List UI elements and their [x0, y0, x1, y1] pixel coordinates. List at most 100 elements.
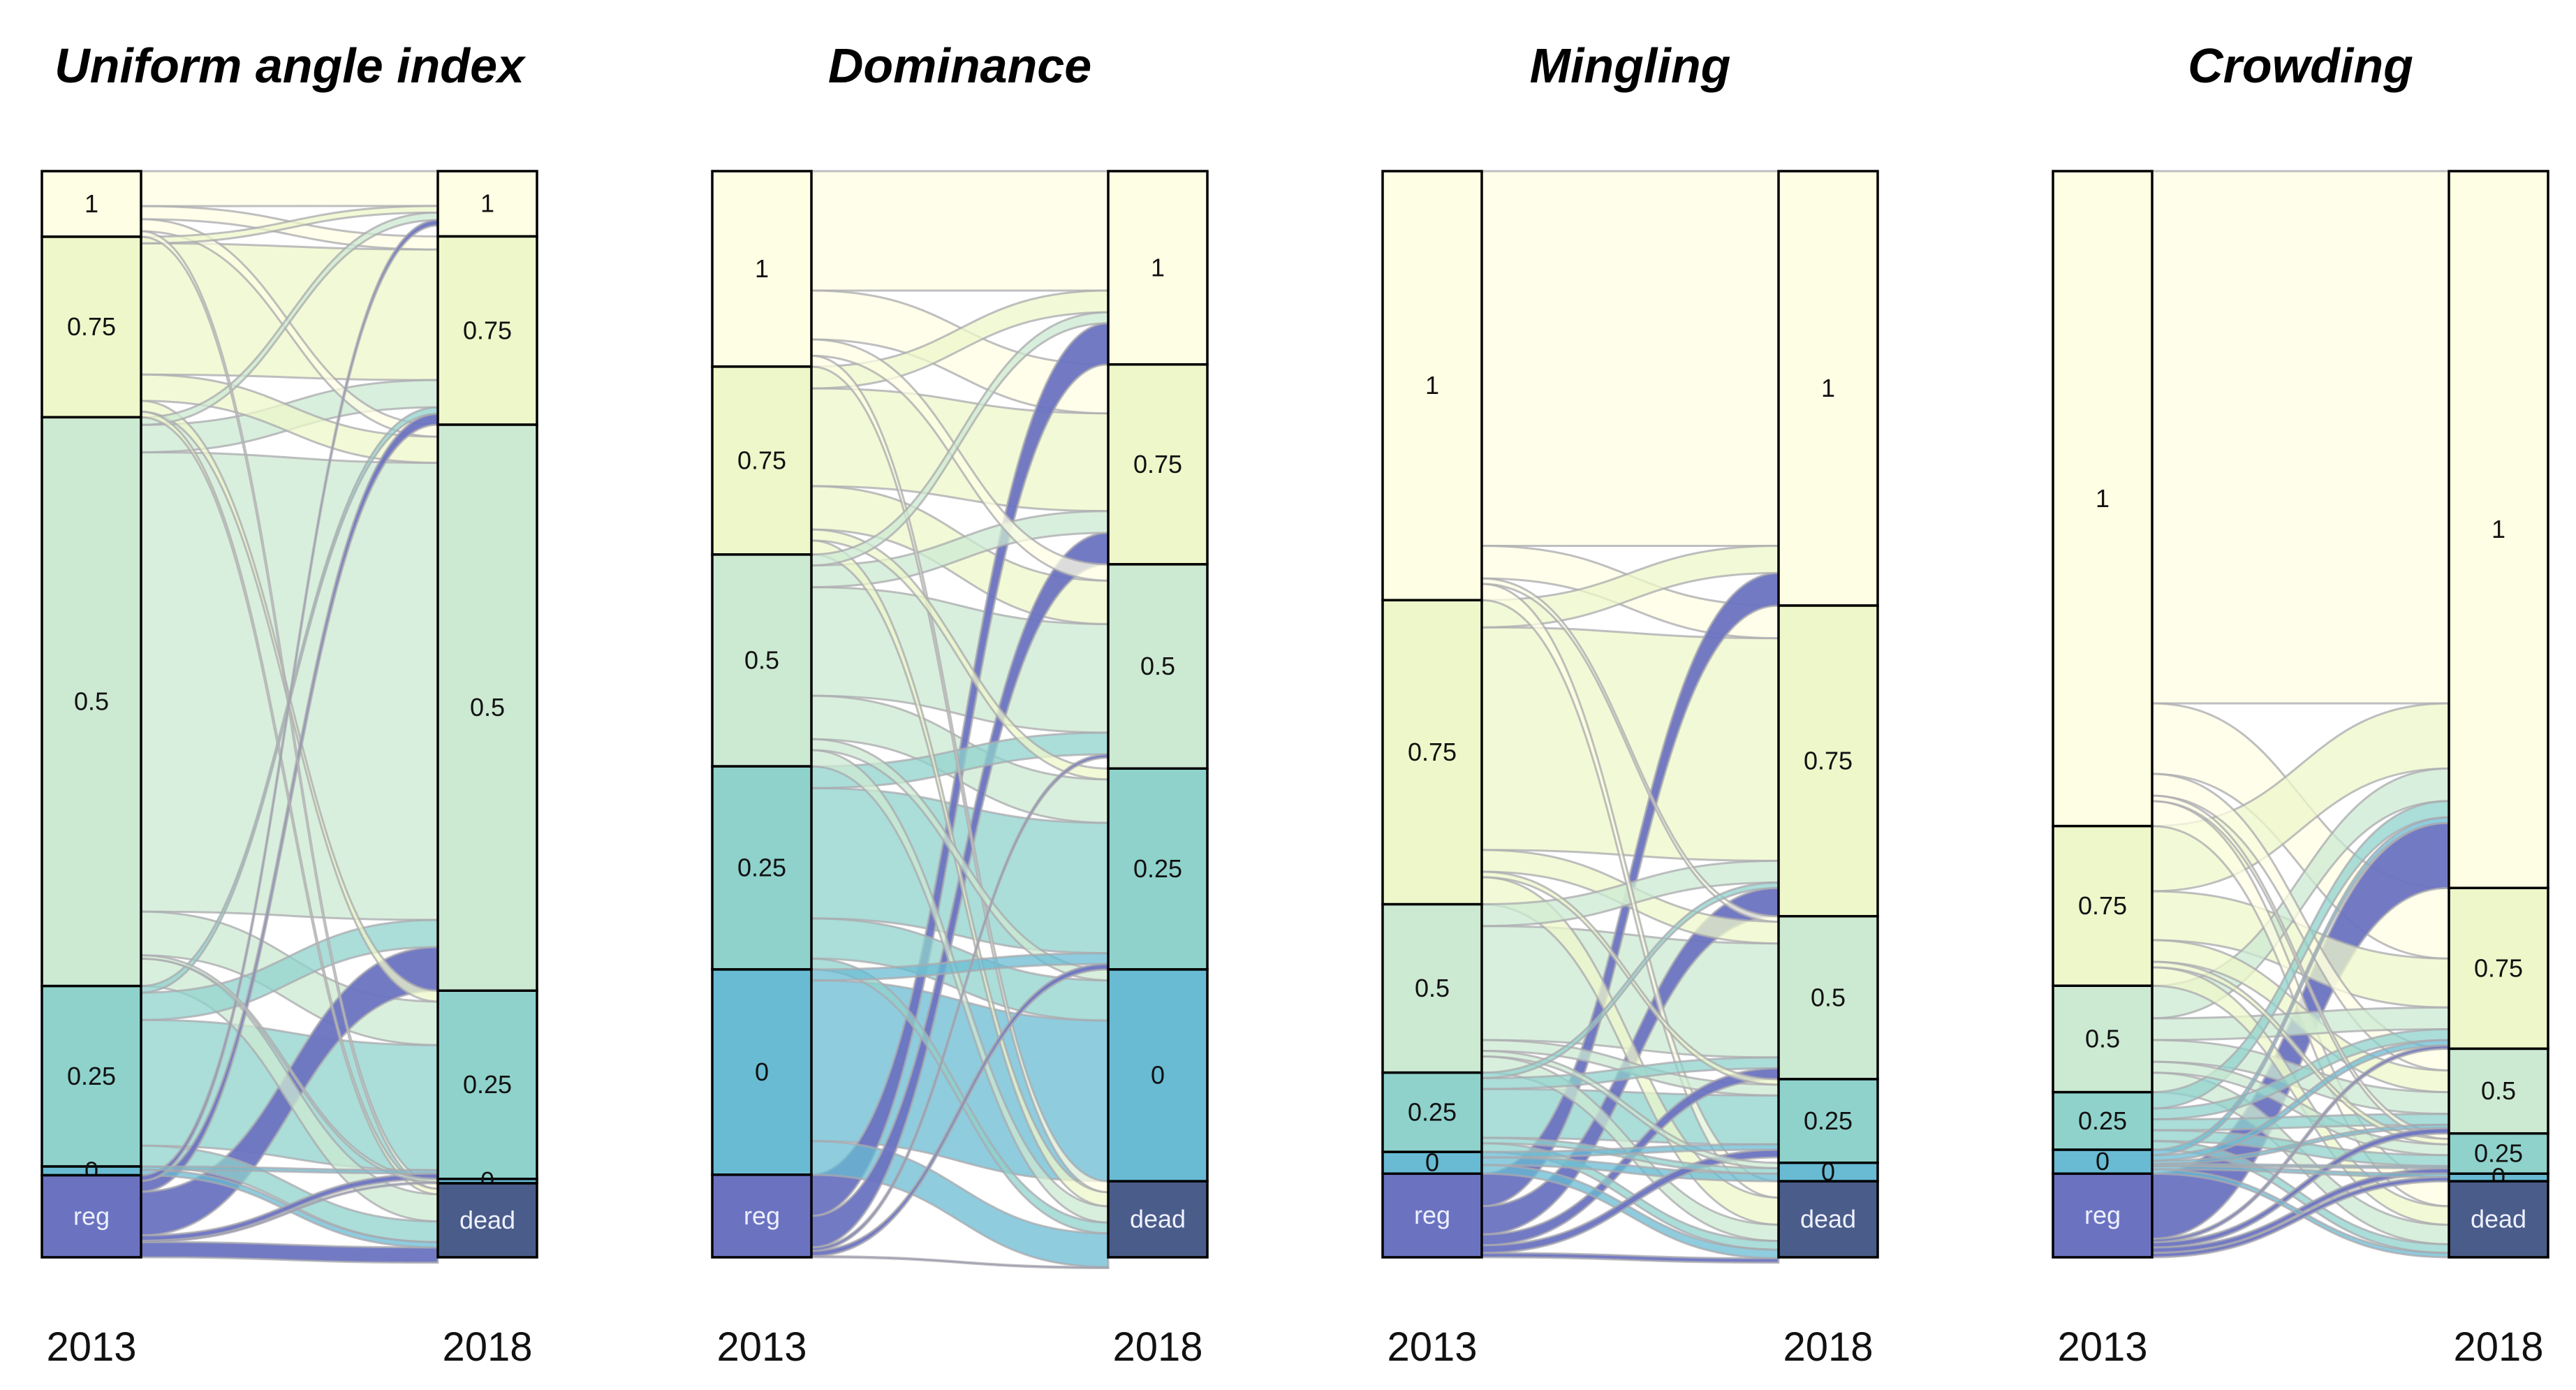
- left-node-label-0-25: 0.25: [67, 1062, 116, 1090]
- right-node-1: [2448, 170, 2549, 890]
- right-node-label-0-5: 0.5: [1140, 652, 1175, 680]
- left-node-label-reg: reg: [73, 1201, 110, 1230]
- right-node-0-5: [1107, 563, 1209, 770]
- right-bar: 1 0.75 0.5 0.25 0 dead: [1107, 170, 1209, 1259]
- year-label-left: 2013: [46, 1324, 136, 1370]
- right-node-0-75: [436, 235, 538, 426]
- right-node-label-1: 1: [2492, 515, 2505, 543]
- left-node-label-0-75: 0.75: [737, 446, 786, 474]
- left-node-label-1: 1: [84, 189, 98, 218]
- flows: [810, 170, 1110, 1270]
- flow-1-to-1: [140, 170, 439, 207]
- left-node-label-1: 1: [755, 254, 769, 283]
- left-node-label-reg: reg: [2084, 1201, 2121, 1229]
- left-node-0-5: [2052, 984, 2154, 1094]
- right-node-label-dead: dead: [2471, 1205, 2526, 1234]
- flows: [1480, 170, 1780, 1264]
- left-node-reg: [2052, 1172, 2154, 1259]
- right-node-label-dead: dead: [1130, 1205, 1186, 1234]
- left-node-0-25: [711, 765, 813, 971]
- right-node-0-25: [1107, 767, 1209, 971]
- right-node-label-1: 1: [480, 189, 494, 218]
- right-bar: 1 0.75 0.5 0.25 0 dead: [1777, 170, 1879, 1259]
- right-node-label-1: 1: [1151, 253, 1165, 281]
- chart-title: Dominance: [828, 38, 1091, 93]
- left-node-0: [1381, 1150, 1483, 1176]
- year-label-right: 2018: [1112, 1324, 1202, 1370]
- year-label-right: 2018: [1783, 1324, 1873, 1370]
- flow-0-75-to-0-75: [1480, 626, 1780, 862]
- right-node-label-0-75: 0.75: [1804, 746, 1853, 775]
- panel-uniform-angle-index: 10.750.50.250reg10.750.50.250deadUniform…: [41, 38, 538, 1370]
- flow-reg-to-dead: [140, 1241, 439, 1264]
- right-node-label-0-75: 0.75: [1133, 450, 1182, 478]
- right-node-dead: [1107, 1180, 1209, 1259]
- left-node-0-5: [711, 553, 813, 768]
- year-label-left: 2013: [716, 1324, 807, 1370]
- right-node-dead: [436, 1182, 538, 1259]
- left-node-0-75: [41, 235, 142, 419]
- left-node-label-0-75: 0.75: [67, 312, 116, 341]
- panel-mingling: 1 0.75 0.5 0.25 0 reg 1 0.75 0.5 0.25 0 dead Minglin…: [1381, 38, 1879, 1370]
- left-node-reg: [711, 1173, 813, 1259]
- right-node-label-0-5: 0.5: [1811, 983, 1846, 1011]
- right-node-label-1: 1: [1821, 374, 1835, 402]
- left-node-0-75: [1381, 599, 1483, 906]
- right-node-0-75: [1107, 363, 1209, 566]
- left-node-label-reg: reg: [1414, 1201, 1450, 1229]
- right-node-label-0-25: 0.25: [1804, 1106, 1853, 1135]
- left-node-label-1: 1: [1425, 371, 1439, 400]
- right-node-0-75: [2448, 886, 2549, 1051]
- left-node-label-0-75: 0.75: [1408, 738, 1457, 766]
- flow-1-to-1: [2151, 170, 2450, 705]
- right-node-0-25: [1777, 1078, 1879, 1164]
- left-node-label-0: 0: [1425, 1148, 1439, 1177]
- right-node-0-5: [436, 423, 538, 993]
- flow-1-to-1: [810, 170, 1110, 292]
- left-node-0-5: [41, 416, 142, 988]
- left-node-label-0-75: 0.75: [2078, 891, 2127, 920]
- left-node-label-0-5: 0.5: [1415, 974, 1450, 1002]
- right-node-1: [1107, 170, 1209, 366]
- right-node-0-5: [1777, 914, 1879, 1081]
- right-node-label-0-25: 0.25: [463, 1070, 512, 1099]
- flow-1-to-1: [1480, 170, 1780, 547]
- left-node-label-0-25: 0.25: [737, 854, 786, 882]
- right-node-1: [436, 170, 538, 238]
- flow-0-5-to-0-5: [140, 451, 439, 921]
- panel-dominance: 1 0.75 0.5 0.25 0 reg 1 0.75 0.5 0.25 0 dead Dominan…: [711, 38, 1209, 1370]
- right-node-label-0-5: 0.5: [2481, 1076, 2516, 1105]
- left-node-label-0-25: 0.25: [2078, 1106, 2127, 1135]
- right-node-dead: [1777, 1180, 1879, 1259]
- flow-reg-to-dead: [810, 1254, 1110, 1270]
- flows: [2151, 170, 2450, 1259]
- year-label-right: 2018: [442, 1324, 532, 1370]
- right-node-dead: [2448, 1180, 2549, 1259]
- left-node-reg: [1381, 1172, 1483, 1259]
- left-node-label-0: 0: [2096, 1147, 2110, 1176]
- flows: [140, 170, 439, 1264]
- chart-title: Crowding: [2188, 38, 2413, 93]
- left-node-1: [2052, 170, 2154, 828]
- flow-0-25-to-0-25: [1480, 1088, 1780, 1146]
- left-node-0-25: [1381, 1071, 1483, 1153]
- right-node-label-dead: dead: [1800, 1205, 1856, 1234]
- right-node-label-0: 0: [1821, 1157, 1835, 1186]
- right-node-0-75: [1777, 604, 1879, 918]
- right-node-label-0: 0: [1151, 1061, 1165, 1090]
- right-node-label-0-25: 0.25: [2474, 1139, 2523, 1167]
- left-node-reg: [41, 1173, 142, 1259]
- right-node-label-0-25: 0.25: [1133, 854, 1182, 883]
- right-node-label-0-5: 0.5: [470, 693, 505, 722]
- chart-title: Mingling: [1530, 38, 1731, 93]
- year-label-left: 2013: [1387, 1324, 1477, 1370]
- left-node-label-0-5: 0.5: [74, 687, 109, 715]
